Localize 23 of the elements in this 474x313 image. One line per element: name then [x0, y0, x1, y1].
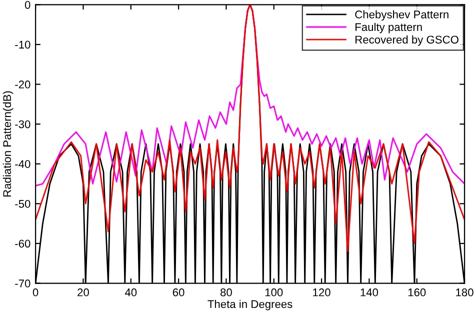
y-tick-label: -10	[15, 40, 30, 49]
legend-label: Faulty pattern	[356, 22, 422, 34]
y-axis-title: Radiation Pattern(dB)	[2, 91, 14, 196]
y-tick-label: -50	[15, 200, 30, 208]
x-tick-label: 100	[265, 288, 283, 296]
y-tick-label: 0	[24, 0, 30, 9]
x-tick-label: 60	[172, 288, 184, 296]
x-tick-label: 0	[32, 288, 38, 296]
x-tick-label: 80	[220, 288, 232, 296]
legend-label: Chebyshev Pattern	[355, 10, 448, 21]
x-tick-label: 40	[124, 288, 137, 296]
x-tick-label: 20	[78, 288, 89, 296]
y-tick-label: -60	[15, 240, 30, 248]
x-tick-label: 140	[360, 288, 378, 296]
x-tick-label: 120	[313, 288, 330, 296]
x-tick-label: 180	[456, 288, 474, 296]
y-tick-label: -40	[15, 160, 30, 168]
y-tick-label: -20	[15, 80, 30, 88]
x-axis-title: Theta in Degrees	[208, 300, 292, 310]
legend-label: Recovered by GSCO	[356, 35, 458, 46]
y-tick-label: -30	[15, 120, 30, 128]
y-tick-label: -70	[15, 280, 30, 288]
x-tick-label: 160	[408, 288, 426, 296]
